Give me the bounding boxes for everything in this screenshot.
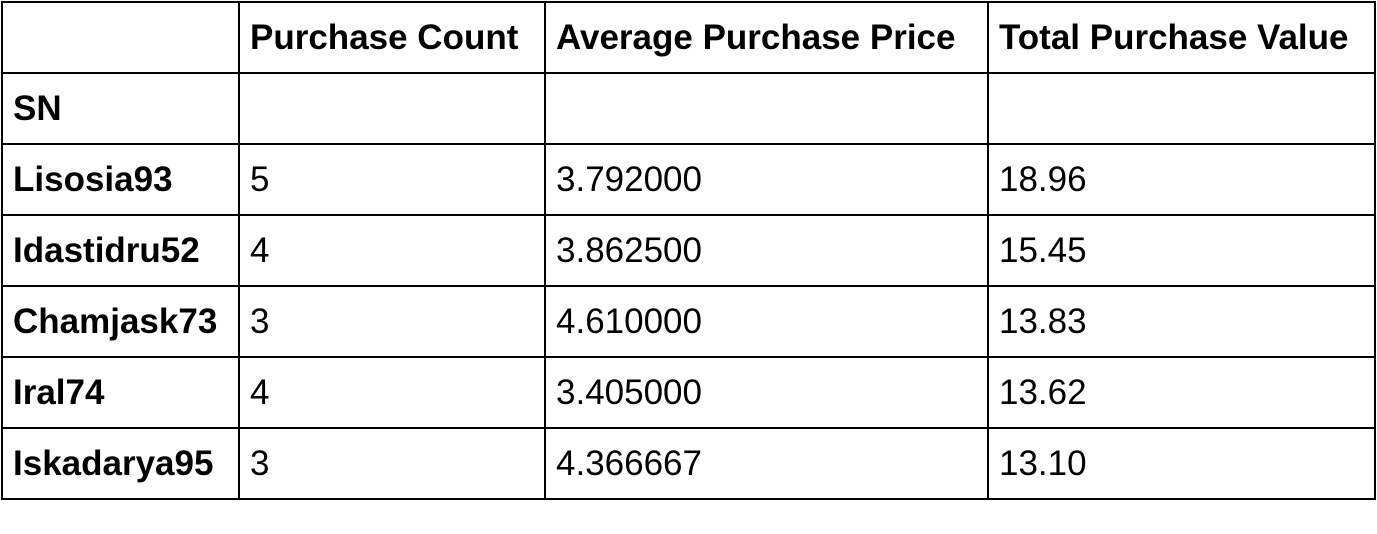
table-row: Iral74 4 3.405000 13.62: [1, 356, 1376, 429]
row-index-sn: Iral74: [1, 356, 240, 429]
cell-total-purchase-value: 18.96: [987, 143, 1376, 216]
cell-total-purchase-value: 13.62: [987, 356, 1376, 429]
empty-header-cell: [238, 72, 546, 145]
cell-total-purchase-value: 13.10: [987, 427, 1376, 500]
row-index-sn: Iskadarya95: [1, 427, 240, 500]
table-row: Chamjask73 3 4.610000 13.83: [1, 285, 1376, 358]
index-name-header: SN: [1, 72, 240, 145]
column-header-row: Purchase Count Average Purchase Price To…: [1, 1, 1376, 74]
cell-total-purchase-value: 13.83: [987, 285, 1376, 358]
data-table: Purchase Count Average Purchase Price To…: [1, 1, 1376, 500]
header-purchase-count: Purchase Count: [238, 1, 546, 74]
table-row: Lisosia93 5 3.792000 18.96: [1, 143, 1376, 216]
cell-purchase-count: 5: [238, 143, 546, 216]
cell-average-purchase-price: 3.405000: [544, 356, 989, 429]
cell-average-purchase-price: 3.862500: [544, 214, 989, 287]
row-index-sn: Idastidru52: [1, 214, 240, 287]
table-row: Iskadarya95 3 4.366667 13.10: [1, 427, 1376, 500]
table-row: Idastidru52 4 3.862500 15.45: [1, 214, 1376, 287]
empty-header-cell: [544, 72, 989, 145]
row-index-sn: Chamjask73: [1, 285, 240, 358]
table-header: Purchase Count Average Purchase Price To…: [1, 1, 1376, 145]
index-name-row: SN: [1, 72, 1376, 145]
cell-total-purchase-value: 15.45: [987, 214, 1376, 287]
cell-purchase-count: 4: [238, 356, 546, 429]
cell-average-purchase-price: 4.610000: [544, 285, 989, 358]
empty-header-cell: [987, 72, 1376, 145]
corner-header: [1, 1, 240, 74]
header-total-purchase-value: Total Purchase Value: [987, 1, 1376, 74]
table-body: Lisosia93 5 3.792000 18.96 Idastidru52 4…: [1, 143, 1376, 500]
cell-purchase-count: 4: [238, 214, 546, 287]
cell-purchase-count: 3: [238, 427, 546, 500]
row-index-sn: Lisosia93: [1, 143, 240, 216]
cell-average-purchase-price: 4.366667: [544, 427, 989, 500]
header-average-purchase-price: Average Purchase Price: [544, 1, 989, 74]
cell-purchase-count: 3: [238, 285, 546, 358]
cell-average-purchase-price: 3.792000: [544, 143, 989, 216]
